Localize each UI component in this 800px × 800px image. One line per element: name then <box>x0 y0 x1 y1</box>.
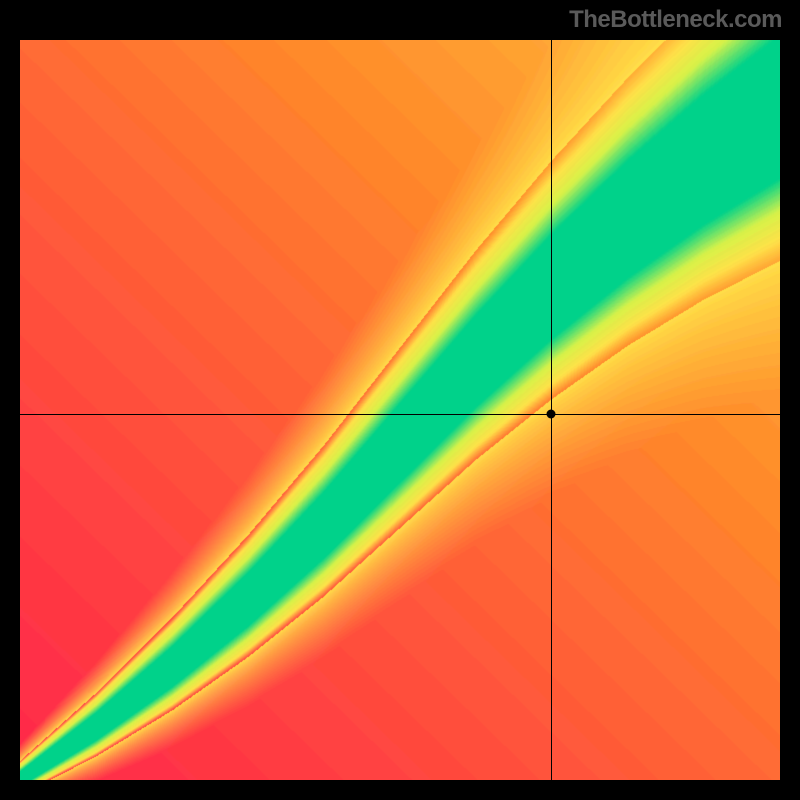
root-container: TheBottleneck.com <box>0 0 800 800</box>
heatmap-canvas <box>20 40 780 780</box>
crosshair-horizontal-line <box>20 414 780 415</box>
plot-area <box>20 40 780 780</box>
marker-dot <box>547 409 556 418</box>
watermark-text: TheBottleneck.com <box>569 6 782 34</box>
